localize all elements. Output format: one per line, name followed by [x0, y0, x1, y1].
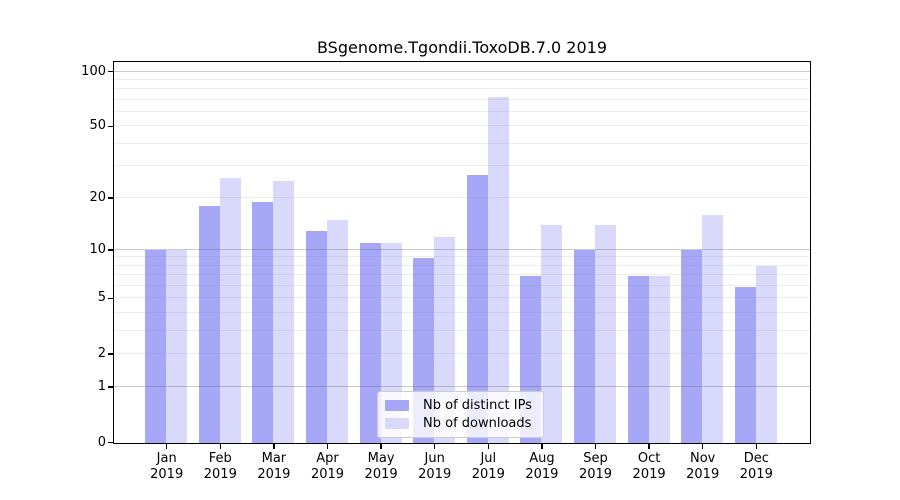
x-tick-label-jan: Jan 2019 — [150, 451, 184, 482]
x-tick-mark — [487, 444, 490, 449]
x-tick-label-oct: Oct 2019 — [632, 451, 666, 482]
y-tick-label: 2 — [97, 346, 106, 362]
y-tick-label: 1 — [97, 378, 106, 394]
x-tick-label-jun: Jun 2019 — [418, 451, 452, 482]
legend-item-distinct-ips: Nb of distinct IPs — [385, 397, 535, 415]
legend-swatch-downloads — [385, 417, 409, 429]
bar-nov-downloads — [702, 215, 724, 443]
bar-dec-distinct-ips — [734, 286, 756, 443]
y-tick-mark — [108, 249, 113, 251]
x-tick-mark — [648, 444, 650, 449]
minor-gridline — [114, 312, 810, 314]
bar-mar-distinct-ips — [252, 202, 274, 443]
major-gridline — [114, 70, 810, 72]
x-tick-mark — [219, 444, 222, 449]
plot-area: Nb of distinct IPs Nb of downloads — [113, 61, 811, 444]
minor-gridline — [114, 274, 810, 276]
minor-gridline — [114, 78, 810, 80]
y-tick-label: 0 — [97, 434, 106, 450]
chart-title: BSgenome.Tgondii.ToxoDB.7.0 2019 — [316, 38, 608, 57]
bar-dec-downloads — [755, 266, 777, 443]
y-tick-mark — [108, 441, 113, 444]
y-tick-label: 50 — [89, 118, 106, 134]
bar-aug-downloads — [541, 225, 563, 443]
legend: Nb of distinct IPs Nb of downloads — [377, 391, 544, 438]
x-tick-mark — [326, 444, 329, 449]
x-tick-mark — [380, 444, 382, 449]
x-tick-mark — [273, 444, 275, 449]
minor-gridline — [114, 88, 810, 90]
bar-oct-distinct-ips — [627, 275, 649, 443]
bar-apr-downloads — [327, 220, 348, 443]
minor-gridline — [114, 353, 810, 355]
y-tick-mark — [108, 353, 113, 355]
x-tick-label-aug: Aug 2019 — [525, 451, 559, 482]
y-tick-mark — [108, 125, 113, 128]
minor-gridline — [114, 285, 810, 287]
x-tick-mark — [594, 444, 597, 449]
minor-gridline — [114, 165, 810, 167]
y-tick-label: 5 — [97, 290, 106, 306]
x-tick-label-may: May 2019 — [364, 451, 398, 482]
bar-mar-downloads — [273, 181, 295, 443]
legend-item-downloads: Nb of downloads — [385, 415, 535, 433]
minor-gridline — [114, 330, 810, 332]
y-tick-mark — [108, 386, 113, 388]
major-gridline — [114, 248, 810, 250]
x-tick-mark — [755, 444, 758, 449]
x-tick-mark — [541, 444, 543, 449]
y-tick-label: 100 — [81, 63, 106, 79]
bar-apr-distinct-ips — [306, 230, 327, 443]
minor-gridline — [114, 111, 810, 113]
y-tick-mark — [108, 70, 113, 73]
minor-gridline — [114, 264, 810, 266]
legend-swatch-distinct-ips — [385, 400, 409, 412]
bar-jan-downloads — [166, 250, 188, 443]
x-tick-label-sep: Sep 2019 — [578, 451, 613, 482]
bar-nov-distinct-ips — [681, 250, 703, 443]
bar-jul-downloads — [487, 97, 509, 443]
minor-gridline — [114, 256, 810, 258]
bar-sep-downloads — [595, 225, 616, 443]
y-tick-label: 10 — [89, 241, 106, 257]
x-tick-label-dec: Dec 2019 — [739, 451, 773, 482]
legend-label-downloads: Nb of downloads — [423, 415, 532, 431]
x-tick-mark — [433, 444, 436, 449]
minor-gridline — [114, 98, 810, 100]
y-tick-label: 20 — [89, 189, 106, 205]
y-tick-mark — [108, 297, 113, 300]
bar-sep-distinct-ips — [574, 250, 595, 443]
minor-gridline — [114, 196, 810, 198]
x-tick-mark — [701, 444, 704, 449]
legend-label-distinct-ips: Nb of distinct IPs — [423, 398, 532, 414]
major-gridline — [114, 385, 810, 387]
x-tick-label-jul: Jul 2019 — [471, 451, 505, 482]
minor-gridline — [114, 142, 810, 144]
x-tick-label-feb: Feb 2019 — [203, 451, 237, 482]
bar-feb-distinct-ips — [198, 206, 220, 443]
x-tick-mark — [165, 444, 168, 449]
bar-may-distinct-ips — [359, 243, 381, 443]
minor-gridline — [114, 125, 810, 127]
x-tick-label-nov: Nov 2019 — [686, 451, 720, 482]
bar-jul-distinct-ips — [466, 175, 488, 443]
bar-jan-distinct-ips — [145, 250, 167, 443]
minor-gridline — [114, 297, 810, 299]
bar-feb-downloads — [219, 178, 241, 443]
bar-oct-downloads — [648, 275, 670, 443]
y-tick-mark — [108, 197, 113, 199]
x-tick-label-mar: Mar 2019 — [257, 451, 291, 482]
x-tick-label-apr: Apr 2019 — [310, 451, 345, 482]
